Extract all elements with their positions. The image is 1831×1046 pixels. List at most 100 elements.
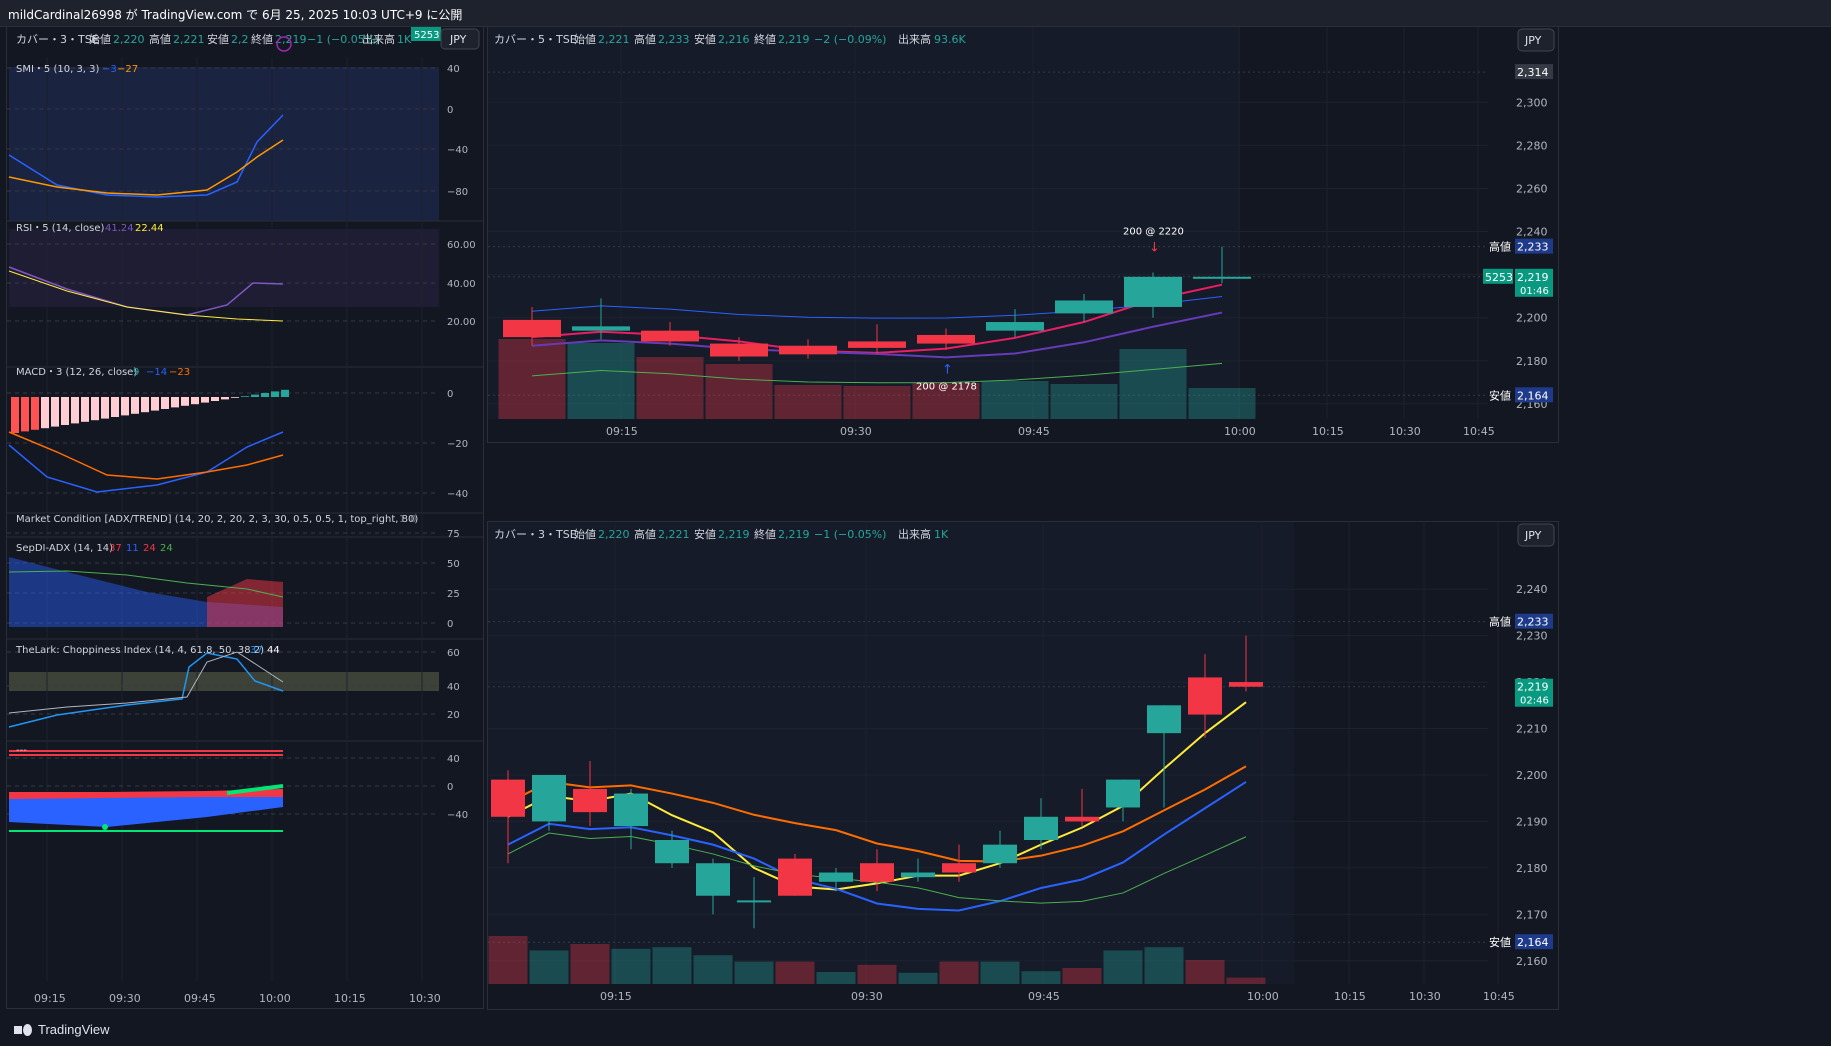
left-indicator-panel[interactable]: 09:15 09:30 09:45 10:00 10:15 10:30 40 0 −40 −80 6… [6,26,484,1009]
brand-name: TradingView [38,1022,110,1037]
left-tick: 0 [447,619,453,630]
brand-logo[interactable]: TradingView [14,1022,110,1037]
chart1-price-tag: 2,164 [1517,936,1549,949]
left-lightning-icon[interactable] [276,36,292,52]
chart1-volume-bar [693,955,733,984]
chart1-x-tick: 09:15 [600,990,632,1003]
chart0-ma-line [531,362,1223,384]
chop-v1: 37 [250,645,263,656]
chart0-price-tag-label: 5253 [1485,271,1513,284]
chart1-volume-bar [980,961,1020,984]
chart1-candle-body [696,863,730,896]
macd-histogram-bar [71,397,79,424]
macd-histogram-bar [161,397,169,409]
chart-5min-canvas[interactable]: 200 @ 2220↓↑200 @ 2178 2,1602,1802,2002,… [488,27,1558,442]
chart1-volume-bar [939,961,979,984]
chart1-candles [491,635,1263,929]
chart1-price-tag-label: 高値 [1489,615,1511,629]
sepdi-label: SepDI-ADX (14, 14) [16,543,113,554]
macd-histogram-bar [51,397,59,427]
chart1-volume-bar [1185,960,1225,984]
chart1-volume: 1K [934,528,949,541]
left-currency-label[interactable]: JPY [449,33,467,46]
chart1-volume-bar [488,936,528,984]
left-tick: −20 [447,439,468,450]
chart1-price-tag: 2,233 [1517,616,1549,629]
chart1-currency-button[interactable]: JPY [1517,523,1555,547]
rsi-label: RSI・5 (14, close) [16,223,105,234]
chart1-price-tag-label-bg [1487,613,1513,629]
macd-histogram-bar [31,397,39,430]
chart0-volume-label: 出来高 [898,32,931,46]
chart0-currency-label[interactable]: JPY [1524,34,1542,47]
chart1-candle-body [1024,816,1058,840]
chart1-currency-label[interactable]: JPY [1524,529,1542,542]
chart0-candle-body [572,326,630,331]
chart1-y-tick: 2,160 [1516,955,1548,968]
macd-histogram-bar [261,393,269,397]
chop-ma-line [8,651,284,714]
macd-histogram-bar [221,397,229,400]
chart0-grid [488,27,1488,419]
chart1-candle-body [1106,779,1140,808]
chart0-candle-body [917,334,975,344]
chart1-volume-bar [898,972,938,984]
chart0-price-tag-bg [1515,268,1553,297]
chart0-price-tag: 2,219 [1517,271,1549,284]
chart0-low-label: 安値 [694,32,716,46]
chart0-x-tick: 09:15 [606,425,638,438]
chart-pane-3min[interactable]: 2,160 2,170 2,180 2,190 2,200 2,210 2,220 2,230… [487,521,1559,1010]
left-tick: −80 [447,187,468,198]
macd-histogram-bar [21,397,29,432]
chop-label: TheLark: Choppiness Index (14, 4, 61.8, … [15,645,264,656]
chart1-candle-body [942,863,976,873]
left-header-high-label: 高値 [149,32,171,46]
chart1-time-axis: 09:15 09:30 09:45 10:00 10:15 10:30 10:45 [600,990,1515,1003]
chart1-volume-bar [652,947,692,984]
left-currency-button[interactable]: JPY [440,28,480,50]
chart0-volume-bar [705,364,773,419]
chart0-volume-bar [912,383,980,419]
macd-histogram-bar [101,397,109,419]
chart1-candle-body [737,900,771,903]
left-header-volume-label: 出来高 [362,32,395,46]
chart1-close-label: 終値 [754,527,776,541]
macd-histogram-bar [181,397,189,406]
chart0-volume-bar [1188,388,1256,419]
macd-histogram-bar [241,396,249,397]
chart-pane-5min[interactable]: 200 @ 2220 ↓ ↑ 200 @ 2178 2,160 2,180 2,200 2,… [487,26,1559,443]
left-tick: 0 [447,389,453,400]
chart1-price-axis: 2,1602,1702,1802,1902,2002,2102,2202,230… [1487,583,1553,968]
chart1-x-tick: 09:30 [851,990,883,1003]
chart0-price-tag-label-bg [1487,387,1513,403]
chart-3min-canvas[interactable]: 2,160 2,170 2,180 2,190 2,200 2,210 2,220 2,230… [488,522,1558,1009]
macd-histogram-bar [141,397,149,413]
chart0-price-tag-label: 安値 [1489,388,1511,402]
chart0-candles [503,246,1251,361]
left-time-tick: 09:45 [184,992,216,1005]
chart0-currency-button[interactable]: JPY [1517,28,1555,52]
chart0-y-tick: 2,180 [1516,355,1548,368]
chart1-price-tag-label-bg [1487,934,1513,950]
chart0-volume-bar [636,357,704,419]
chart0-candle-body [641,330,699,342]
chart1-x-tick: 10:45 [1483,990,1515,1003]
left-header-price-badge-bg [411,27,441,41]
chart0-volume-bar [774,385,842,419]
macd-histogram-bar [211,397,219,401]
chart1-candle-body [901,872,935,878]
chart1-volume-bar [734,961,774,984]
left-tick: 25 [447,589,460,600]
chart0-candle-body [986,322,1044,331]
chart0-x-tick: 10:30 [1389,425,1421,438]
chart1-volume-bar [775,961,815,984]
last-indicator-label: --- [16,745,27,756]
left-panel-canvas[interactable]: 09:15 09:30 09:45 10:00 10:15 10:30 40 0 −40 −80 6… [7,27,483,1008]
chart0-y-tick: 2,200 [1516,312,1548,325]
chart1-price-tag: 2,219 [1517,681,1549,694]
macd-histogram-bar [131,397,139,414]
chart1-price-tag-label: 安値 [1489,935,1511,949]
chart0-time-axis: 09:15 09:30 09:45 10:00 10:15 10:30 10:45 [606,425,1495,438]
chart0-volume-bar [1119,349,1187,419]
